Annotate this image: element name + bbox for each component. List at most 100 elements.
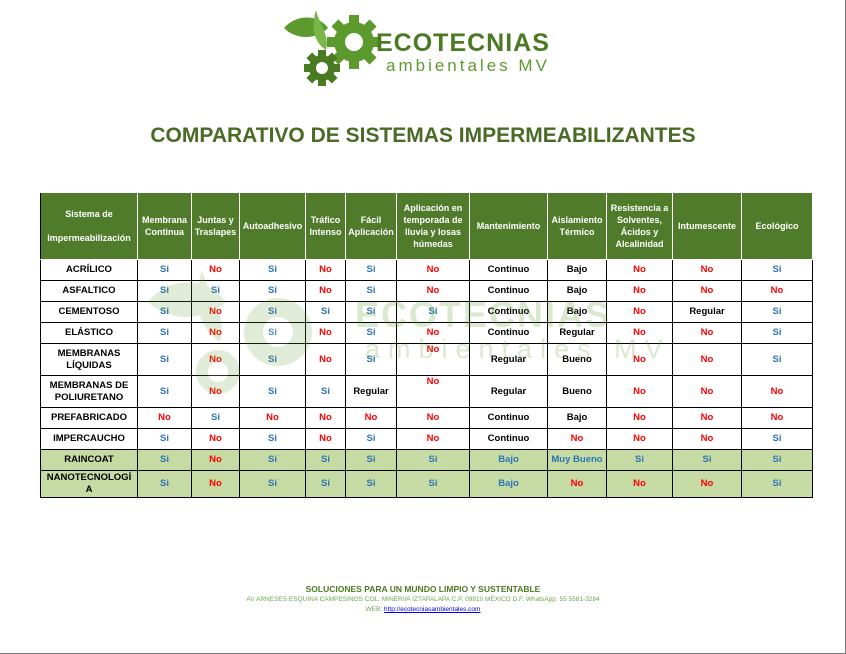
table-cell: No (606, 301, 673, 323)
table-cell: No (606, 428, 673, 450)
column-header: Resistencia a Solventes, Ácidos y Alcali… (606, 192, 673, 260)
column-header-system: Sistema de Impermeabilización (40, 192, 138, 260)
table-cell: Si (137, 322, 192, 344)
table-row: IMPERCAUCHO Si No Si No Si No Continuo No No No Si (40, 428, 813, 450)
table-cell: No (137, 407, 192, 429)
table-cell: No (191, 259, 240, 281)
row-name-line: PREFABRICADO (50, 412, 127, 423)
table-cell: Regular (672, 301, 742, 323)
table-cell: Si (137, 259, 192, 281)
table-row: MEMBRANAS LÍQUIDAS Si No Si No Si No Regular Buen… (40, 343, 813, 376)
table-cell: No (191, 449, 240, 471)
table-cell: Si (137, 428, 192, 450)
row-system-name: PREFABRICADO (40, 407, 138, 429)
table-row: ACRÍLICO Si No Si No Si No Continuo Bajo No No Si (40, 259, 813, 281)
table-cell: No (606, 407, 673, 429)
row-system-name: CEMENTOSO (40, 301, 138, 323)
table-cell: Si (345, 428, 397, 450)
table-cell: Si (345, 470, 397, 498)
row-name-line: IMPERCAUCHO (53, 433, 125, 444)
row-name-line: LÍQUIDAS (66, 359, 112, 371)
table-cell: No (305, 322, 346, 344)
column-header: Aislamiento Térmico (547, 192, 607, 260)
table-cell: Si (137, 375, 192, 408)
table-cell: Bueno (547, 375, 607, 408)
table-cell: No (191, 375, 240, 408)
table-cell: No (305, 428, 346, 450)
footer-web-label: WEB: (365, 606, 383, 613)
table-cell: Si (191, 407, 240, 429)
table-cell: No (672, 428, 742, 450)
table-cell: Si (239, 428, 306, 450)
header-line: Sistema de (65, 209, 113, 219)
row-system-name: ACRÍLICO (40, 259, 138, 281)
table-cell: Si (239, 322, 306, 344)
column-header: Autoadhesivo (239, 192, 306, 260)
table-cell: No (345, 407, 397, 429)
table-cell: Bajo (547, 301, 607, 323)
table-cell: No (672, 322, 742, 344)
table-cell: Bajo (547, 407, 607, 429)
table-cell: Si (396, 449, 470, 471)
table-cell: Si (345, 322, 397, 344)
table-cell: Bajo (469, 470, 548, 498)
table-cell: Continuo (469, 407, 548, 429)
table-cell: Si (137, 470, 192, 498)
table-row: ASFALTICO Si Si Si No Si No Continuo Bajo No No No (40, 280, 813, 302)
logo-subtitle: ambientales MV (386, 56, 550, 75)
row-system-name: ASFALTICO (40, 280, 138, 302)
table-row: ELÁSTICO Si No Si No Si No Continuo Regular No No S… (40, 322, 813, 344)
table-cell: Si (239, 375, 306, 408)
table-cell: No (606, 343, 673, 376)
table-cell: Regular (547, 322, 607, 344)
table-cell: Bajo (547, 259, 607, 281)
table-cell: No (191, 470, 240, 498)
table-cell: Si (305, 449, 346, 471)
table-header-row: Sistema de Impermeabilización Membrana C… (40, 192, 813, 260)
footer-web-link[interactable]: http://ecotecniasambientales.com (383, 606, 481, 613)
table-cell: Si (741, 259, 813, 281)
table-cell: No (305, 259, 346, 281)
column-header: Mantenimiento (469, 192, 548, 260)
table-body: ACRÍLICO Si No Si No Si No Continuo Bajo No No Si AS… (40, 259, 813, 498)
table-cell: Continuo (469, 428, 548, 450)
table-cell: Continuo (469, 301, 548, 323)
table-cell: Si (741, 343, 813, 376)
table-cell: No (305, 280, 346, 302)
column-header: Intumescente (672, 192, 742, 260)
row-system-name: NANOTECNOLOGÍ A (40, 470, 138, 498)
table-cell: No (672, 470, 742, 498)
table-cell: Si (137, 301, 192, 323)
table-cell: Si (137, 280, 192, 302)
table-cell: Bueno (547, 343, 607, 376)
footer-slogan: SOLUCIONES PARA UN MUNDO LIMPIO Y SUSTEN… (305, 584, 541, 594)
footer-web: WEB: http://ecotecniasambientales.com (0, 605, 846, 614)
table-cell: Si (345, 259, 397, 281)
table-cell: Si (345, 280, 397, 302)
table-cell: No (191, 301, 240, 323)
column-header: Ecológico (741, 192, 813, 260)
table-cell: No (305, 343, 346, 376)
page-title: COMPARATIVO DE SISTEMAS IMPERMEABILIZANT… (150, 124, 696, 147)
table-cell: Si (239, 301, 306, 323)
row-system-name: MEMBRANAS DE POLIURETANO (40, 375, 138, 408)
table-cell: Si (239, 259, 306, 281)
table-cell: No (396, 375, 470, 408)
table-cell: No (547, 428, 607, 450)
table-cell: No (672, 280, 742, 302)
table-cell: Si (396, 470, 470, 498)
table-cell: No (396, 280, 470, 302)
table-cell: Continuo (469, 259, 548, 281)
footer: SOLUCIONES PARA UN MUNDO LIMPIO Y SUSTEN… (0, 584, 846, 614)
logo-brand: ECOTECNIAS (376, 29, 550, 57)
table-cell: Muy Bueno (547, 449, 607, 471)
table-cell: No (672, 343, 742, 376)
table-cell: No (606, 470, 673, 498)
table-cell: Si (305, 301, 346, 323)
table-cell: Bajo (547, 280, 607, 302)
table-cell: No (191, 322, 240, 344)
row-name-line: RAINCOAT (64, 454, 114, 465)
table-cell: Si (239, 449, 306, 471)
table-cell: Si (606, 449, 673, 471)
table-cell: No (396, 259, 470, 281)
